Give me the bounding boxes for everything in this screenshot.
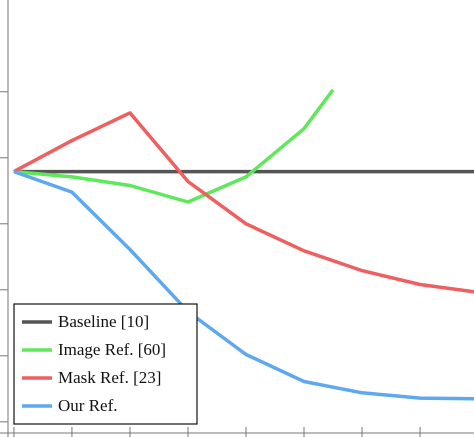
legend-label: Our Ref.	[58, 396, 117, 415]
legend-label: Image Ref. [60]	[58, 340, 166, 359]
legend-box	[13, 303, 198, 425]
legend-label: Mask Ref. [23]	[58, 368, 161, 387]
legend: Baseline [10] Image Ref. [60] Mask Ref. [2…	[13, 303, 198, 425]
series-line	[13, 111, 474, 294]
series-line	[13, 88, 335, 204]
legend-label: Baseline [10]	[58, 312, 149, 331]
series-line	[13, 169, 474, 401]
